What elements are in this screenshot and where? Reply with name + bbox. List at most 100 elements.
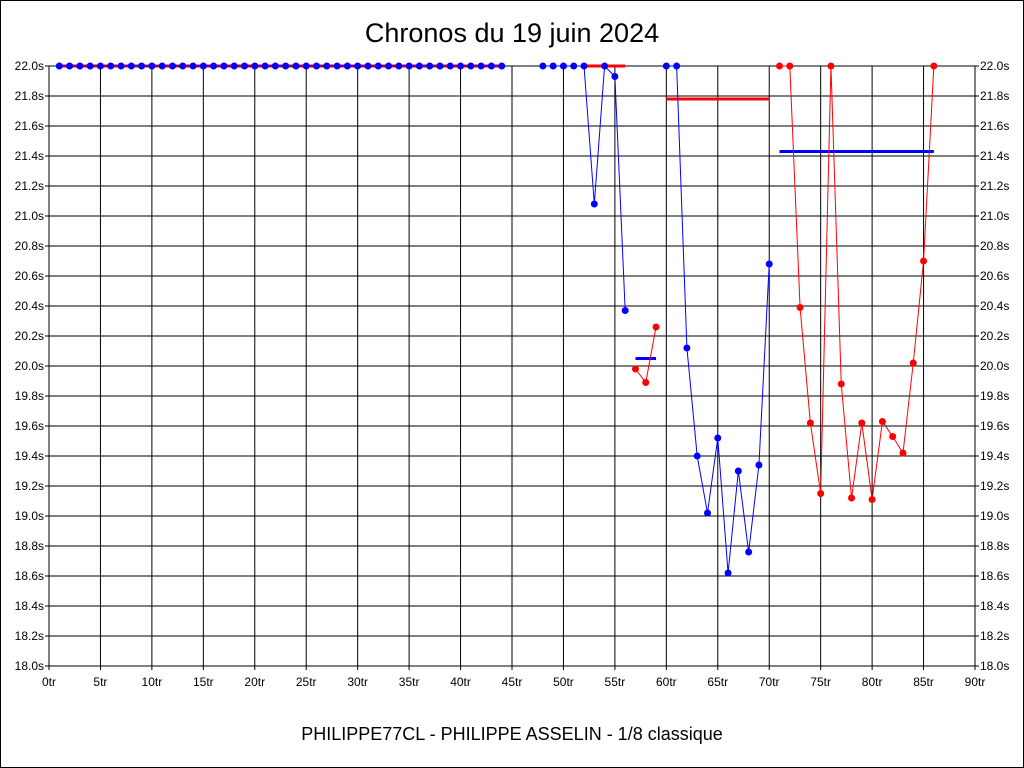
data-point bbox=[714, 434, 722, 442]
y-tick-label-right: 20.2s bbox=[980, 329, 1009, 343]
data-point bbox=[559, 62, 567, 70]
data-point bbox=[817, 490, 825, 497]
y-tick-label-right: 20.0s bbox=[980, 359, 1009, 373]
data-point bbox=[878, 418, 886, 425]
series-line bbox=[779, 65, 935, 500]
y-tick-label-right: 19.4s bbox=[980, 449, 1009, 463]
y-tick-label-right: 22.0s bbox=[980, 59, 1009, 73]
data-point bbox=[611, 73, 619, 80]
data-point bbox=[96, 62, 104, 70]
data-point bbox=[323, 62, 331, 70]
x-tick-label: 55tr bbox=[605, 675, 626, 689]
data-point bbox=[76, 62, 84, 70]
data-point bbox=[786, 62, 794, 70]
plot-border bbox=[48, 65, 976, 667]
y-tick-label-left: 20.8s bbox=[15, 239, 44, 253]
y-tick-label-left: 18.8s bbox=[15, 539, 44, 553]
y-tick-label-left: 20.2s bbox=[15, 329, 44, 343]
data-point bbox=[498, 62, 506, 70]
y-tick-label-left: 20.6s bbox=[15, 269, 44, 283]
y-tick-label-left: 21.2s bbox=[15, 179, 44, 193]
y-tick-label-right: 18.4s bbox=[980, 599, 1009, 613]
chart-title: Chronos du 19 juin 2024 bbox=[364, 18, 660, 48]
x-tick-label: 50tr bbox=[553, 675, 574, 689]
data-point bbox=[199, 62, 207, 70]
x-tick-label: 70tr bbox=[759, 675, 780, 689]
data-point bbox=[806, 419, 814, 427]
x-tick-label: 35tr bbox=[399, 675, 420, 689]
data-point bbox=[251, 62, 259, 70]
data-point bbox=[189, 62, 197, 70]
x-tick-label: 10tr bbox=[142, 675, 163, 689]
data-point bbox=[487, 62, 495, 70]
data-point bbox=[210, 62, 218, 70]
data-point bbox=[426, 62, 434, 70]
data-point bbox=[693, 452, 701, 460]
data-point bbox=[765, 260, 773, 268]
data-point bbox=[446, 62, 454, 70]
data-point bbox=[848, 494, 856, 502]
y-tick-label-left: 22.0s bbox=[15, 59, 44, 73]
chart-footer: PHILIPPE77CL - PHILIPPE ASSELIN - 1/8 cl… bbox=[301, 724, 723, 744]
data-point bbox=[271, 62, 279, 70]
data-point bbox=[796, 304, 804, 311]
data-point bbox=[590, 200, 598, 208]
y-tick-label-right: 21.6s bbox=[980, 119, 1009, 133]
data-point bbox=[755, 461, 763, 469]
x-tick-label: 40tr bbox=[450, 675, 471, 689]
data-point bbox=[66, 62, 74, 70]
y-tick-label-right: 19.6s bbox=[980, 419, 1009, 433]
y-tick-label-left: 21.8s bbox=[15, 89, 44, 103]
y-tick-label-left: 20.0s bbox=[15, 359, 44, 373]
y-tick-label-right: 18.2s bbox=[980, 629, 1009, 643]
data-point bbox=[930, 62, 938, 70]
data-point bbox=[909, 359, 917, 367]
data-point bbox=[55, 62, 63, 70]
x-tick-label: 75tr bbox=[810, 675, 831, 689]
x-tick-label: 25tr bbox=[296, 675, 317, 689]
data-point bbox=[405, 62, 413, 70]
data-point bbox=[261, 62, 269, 70]
data-point bbox=[148, 62, 156, 70]
y-tick-label-left: 19.2s bbox=[15, 479, 44, 493]
x-tick-label: 45tr bbox=[502, 675, 523, 689]
data-point bbox=[920, 257, 928, 265]
y-tick-label-left: 18.2s bbox=[15, 629, 44, 643]
data-point bbox=[683, 344, 691, 352]
series-line bbox=[542, 64, 626, 311]
data-point bbox=[395, 62, 403, 70]
y-tick-label-right: 21.4s bbox=[980, 149, 1009, 163]
y-tick-label-left: 21.0s bbox=[15, 209, 44, 223]
data-point bbox=[179, 62, 187, 70]
data-point bbox=[745, 548, 753, 556]
y-tick-label-right: 20.8s bbox=[980, 239, 1009, 253]
y-tick-label-left: 18.6s bbox=[15, 569, 44, 583]
data-point bbox=[107, 62, 115, 70]
data-point bbox=[724, 569, 732, 577]
data-point bbox=[230, 62, 238, 70]
data-point bbox=[621, 307, 629, 314]
data-point bbox=[364, 62, 372, 70]
x-tick-label: 0tr bbox=[42, 675, 56, 689]
data-point bbox=[138, 62, 146, 70]
x-tick-label: 15tr bbox=[193, 675, 214, 689]
data-point bbox=[117, 62, 125, 70]
data-point bbox=[549, 62, 557, 70]
data-point bbox=[477, 62, 485, 70]
y-tick-label-right: 21.8s bbox=[980, 89, 1009, 103]
y-tick-label-right: 19.8s bbox=[980, 389, 1009, 403]
x-tick-label: 30tr bbox=[347, 675, 368, 689]
y-tick-label-right: 20.6s bbox=[980, 269, 1009, 283]
y-tick-label-right: 20.4s bbox=[980, 299, 1009, 313]
y-tick-label-right: 18.6s bbox=[980, 569, 1009, 583]
data-point bbox=[86, 62, 94, 70]
data-point bbox=[837, 380, 845, 388]
y-tick-label-left: 18.0s bbox=[15, 659, 44, 673]
data-point bbox=[127, 62, 135, 70]
data-point bbox=[313, 62, 321, 70]
data-point bbox=[858, 419, 866, 427]
data-point bbox=[302, 62, 310, 70]
y-tick-label-right: 21.0s bbox=[980, 209, 1009, 223]
y-tick-label-right: 19.2s bbox=[980, 479, 1009, 493]
y-tick-label-left: 21.4s bbox=[15, 149, 44, 163]
